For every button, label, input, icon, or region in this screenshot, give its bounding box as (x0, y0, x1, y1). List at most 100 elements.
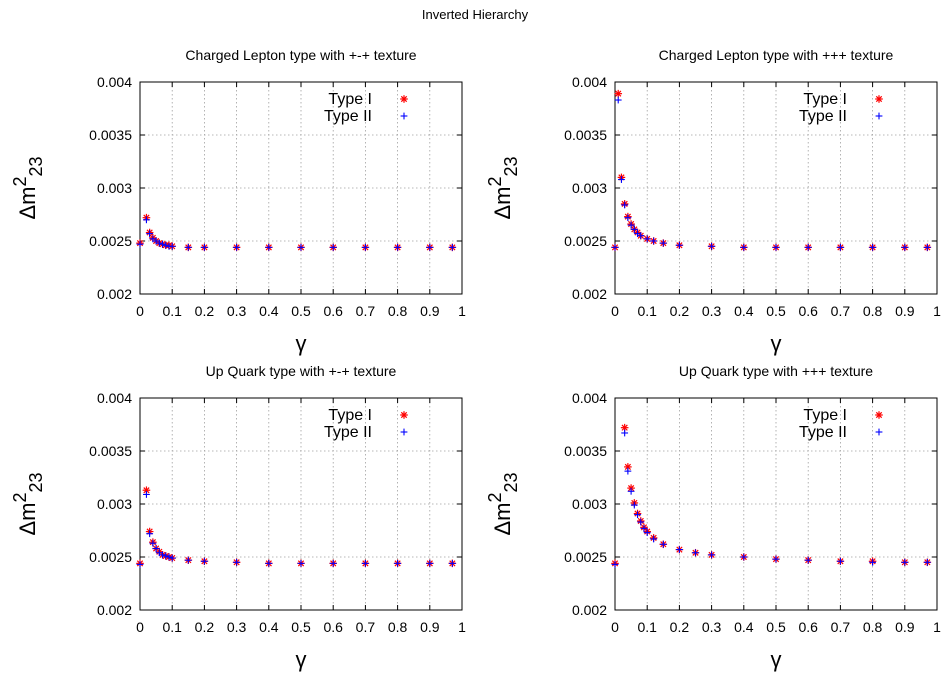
y-tick-label: 0.003 (97, 496, 132, 512)
data-point-type-ii (168, 554, 176, 562)
y-axis-label: Δm223 (10, 156, 46, 219)
series-type-ii (611, 96, 931, 251)
chart-title: Charged Lepton type with +++ texture (659, 47, 894, 63)
data-point-type-ii (448, 559, 456, 567)
legend-marker-type-i (875, 411, 883, 419)
data-point-type-ii (448, 243, 456, 251)
y-tick-label: 0.004 (572, 390, 607, 406)
y-tick-label: 0.003 (572, 496, 607, 512)
data-point-type-ii (740, 553, 748, 561)
legend-marker-type-i (400, 95, 408, 103)
legend-marker-type-i (875, 95, 883, 103)
x-tick-label: 0.8 (863, 619, 883, 635)
legend-label: Type I (803, 91, 847, 108)
data-point-type-ii (233, 558, 240, 566)
x-tick-label: 0.8 (863, 303, 883, 319)
data-point-type-ii (659, 540, 667, 548)
x-tick-label: 0.6 (798, 619, 818, 635)
x-tick-label: 0.3 (227, 619, 247, 635)
x-tick-label: 0.7 (831, 303, 851, 319)
data-point-type-ii (159, 551, 166, 559)
y-tick-label: 0.002 (572, 286, 607, 302)
legend-marker-type-ii (875, 428, 883, 436)
data-point-type-ii (184, 556, 192, 564)
x-tick-label: 0.5 (291, 619, 311, 635)
plot-frame (614, 397, 938, 611)
data-point-type-ii (149, 539, 157, 547)
data-point-type-ii (640, 524, 648, 532)
data-point-type-ii (265, 559, 273, 567)
data-point-type-ii (297, 559, 305, 567)
data-point-type-ii (869, 558, 876, 566)
x-tick-label: 0.1 (162, 303, 182, 319)
series-type-i (136, 213, 457, 252)
x-axis-label: γ (771, 647, 782, 672)
data-point-type-ii (740, 243, 748, 251)
x-tick-label: 0 (611, 303, 619, 319)
x-tick-label: 0.7 (356, 303, 376, 319)
data-point-type-ii (621, 429, 629, 437)
y-axis-label: Δm223 (10, 472, 46, 535)
data-point-type-ii (168, 242, 176, 250)
figure-title: Inverted Hierarchy (422, 7, 529, 22)
x-tick-label: 0.4 (734, 303, 754, 319)
data-point-type-ii (837, 243, 844, 251)
data-point-type-ii (394, 559, 401, 567)
x-tick-label: 0.5 (766, 303, 786, 319)
y-tick-label: 0.0025 (89, 233, 132, 249)
x-tick-label: 0.6 (323, 303, 343, 319)
x-tick-label: 1 (458, 619, 466, 635)
data-point-type-ii (152, 545, 160, 552)
x-tick-label: 0.9 (420, 619, 440, 635)
x-axis-label: γ (296, 647, 307, 672)
x-tick-label: 0.5 (291, 303, 311, 319)
legend-label: Type II (324, 108, 372, 125)
x-tick-label: 0.7 (831, 619, 851, 635)
data-point-type-ii (650, 535, 658, 543)
data-point-type-ii (611, 561, 619, 568)
y-tick-label: 0.0035 (564, 127, 607, 143)
data-point-type-ii (630, 501, 638, 509)
data-point-type-ii (614, 96, 622, 104)
data-point-type-ii (426, 243, 434, 251)
x-tick-label: 0.1 (162, 619, 182, 635)
data-point-type-ii (901, 243, 909, 251)
data-point-type-ii (201, 557, 208, 565)
legend-label: Type II (799, 424, 847, 441)
data-point-type-ii (637, 232, 645, 240)
y-tick-label: 0.004 (97, 390, 132, 406)
data-point-type-ii (676, 241, 683, 249)
y-tick-label: 0.0035 (564, 443, 607, 459)
y-tick-label: 0.002 (97, 286, 132, 302)
x-tick-label: 0.4 (259, 619, 279, 635)
data-point-type-ii (329, 559, 337, 567)
legend-label: Type II (324, 424, 372, 441)
data-point-type-ii (621, 201, 629, 209)
chart-panels: Charged Lepton type with +-+ texture 0 0.1… (10, 47, 941, 672)
data-point-type-ii (162, 241, 170, 249)
data-point-type-ii (233, 243, 240, 251)
data-point-type-ii (692, 549, 699, 557)
chart-title: Charged Lepton type with +-+ texture (185, 47, 416, 63)
chart-panel-3: Up Quark type with +-+ texture 0 0.1 0.2 0.3… (10, 363, 466, 672)
data-point-type-ii (837, 557, 844, 565)
data-point-type-ii (659, 239, 667, 247)
y-axis-label: Δm223 (485, 472, 521, 535)
x-tick-label: 0.9 (420, 303, 440, 319)
data-point-type-ii (643, 235, 651, 243)
legend-marker-type-ii (875, 112, 883, 120)
x-tick-label: 0 (136, 619, 144, 635)
data-point-type-ii (162, 552, 170, 560)
legend-label: Type II (799, 108, 847, 125)
series-type-i (611, 89, 932, 252)
legend-marker-type-i (400, 411, 408, 419)
x-tick-label: 0.5 (766, 619, 786, 635)
x-tick-label: 0.1 (637, 303, 657, 319)
x-tick-label: 0.2 (195, 619, 215, 635)
plot-frame (139, 81, 463, 295)
chart-panel-1: Charged Lepton type with +-+ texture 0 0.1… (10, 47, 466, 356)
data-point-type-ii (923, 243, 931, 251)
y-tick-label: 0.0035 (89, 443, 132, 459)
data-point-type-ii (804, 556, 812, 564)
